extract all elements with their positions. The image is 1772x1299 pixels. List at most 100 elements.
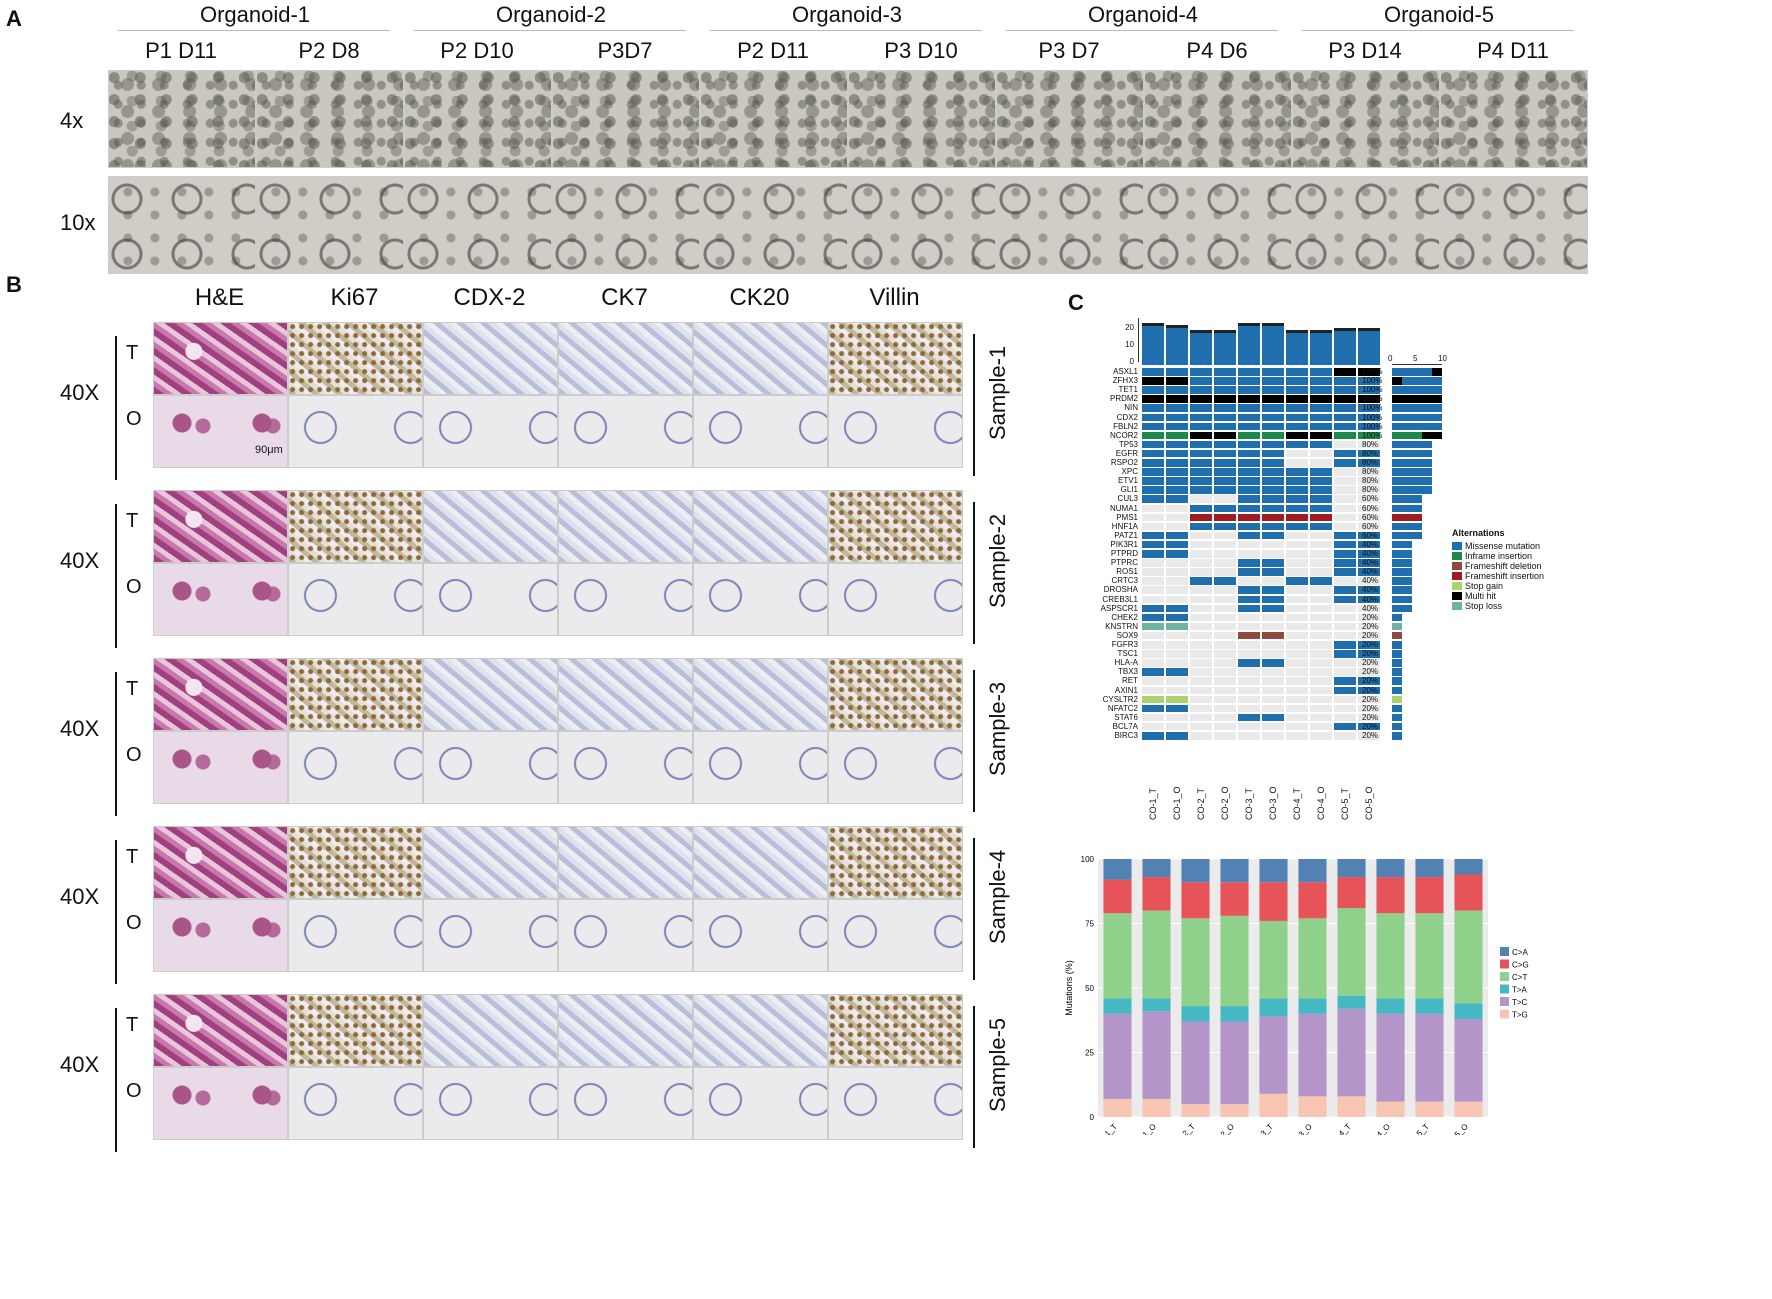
tmb-bar bbox=[1214, 330, 1236, 365]
mutation-cell bbox=[1358, 531, 1380, 540]
x-tick-label: CO-2_T bbox=[1170, 1122, 1197, 1135]
gene-label: GLI1 bbox=[1120, 485, 1138, 495]
stack-segment-T>C bbox=[1142, 1011, 1171, 1099]
mutation-cell bbox=[1190, 577, 1212, 585]
micrograph-4x bbox=[404, 70, 552, 168]
legend-label: C>T bbox=[1512, 973, 1527, 982]
mutation-cell bbox=[1166, 422, 1188, 431]
bracket-line bbox=[115, 672, 117, 816]
organoid-section-2 bbox=[423, 731, 558, 804]
mutation-cell bbox=[1166, 368, 1188, 376]
mutation-cell bbox=[1238, 431, 1260, 440]
mutation-cell bbox=[1238, 595, 1260, 604]
organoid-label: O bbox=[126, 912, 142, 934]
mutation-cell bbox=[1262, 413, 1284, 422]
tmb-tick-label: 10 bbox=[1125, 340, 1134, 350]
tumor-section-1 bbox=[288, 826, 423, 899]
mutation-cell bbox=[1166, 559, 1188, 567]
mutation-cell bbox=[1214, 386, 1236, 394]
mutation-cell bbox=[1190, 413, 1212, 422]
passage-label: P2 D8 bbox=[298, 38, 360, 63]
mutation-cell bbox=[1286, 513, 1308, 522]
frequency-bar bbox=[1392, 677, 1402, 685]
mutation-cell bbox=[1310, 513, 1332, 522]
frequency-bar bbox=[1392, 577, 1412, 585]
sample-bracket bbox=[973, 838, 975, 980]
stack-segment-T>A bbox=[1142, 998, 1171, 1012]
mutation-cell bbox=[1286, 440, 1308, 449]
gene-frequency: 20% bbox=[1362, 612, 1379, 622]
stack-segment-T>C bbox=[1298, 1013, 1327, 1097]
passage-label: P3 D7 bbox=[1038, 38, 1100, 63]
mutation-cell bbox=[1190, 504, 1212, 513]
mutation-cell bbox=[1310, 413, 1332, 422]
organoid-label: O bbox=[126, 576, 142, 598]
x-tick-label: CO-5_T bbox=[1404, 1122, 1431, 1135]
frequency-bar bbox=[1392, 395, 1442, 403]
mutation-cell bbox=[1334, 686, 1356, 695]
tmb-tick-label: 20 bbox=[1125, 323, 1134, 333]
gene-frequency: 80% bbox=[1362, 485, 1379, 495]
stack-segment-C>A bbox=[1337, 859, 1366, 878]
mutation-cell bbox=[1166, 686, 1188, 695]
mutation-cell bbox=[1214, 531, 1236, 540]
stack-segment-T>G bbox=[1298, 1096, 1327, 1117]
mutation-cell bbox=[1238, 622, 1260, 631]
sample-name: CO-1_O bbox=[1172, 786, 1182, 820]
mutation-cell bbox=[1358, 386, 1380, 394]
micrograph-4x bbox=[552, 70, 700, 168]
tmb-axis bbox=[1138, 318, 1139, 362]
mutation-cell bbox=[1214, 504, 1236, 513]
micrograph-10x bbox=[848, 176, 996, 274]
mutation-cell bbox=[1262, 386, 1284, 394]
legend-item: Stop loss bbox=[1452, 601, 1502, 611]
stack-segment-C>T bbox=[1298, 918, 1327, 999]
x-tick-label: CO-4_T bbox=[1326, 1122, 1353, 1135]
stack-segment-T>C bbox=[1376, 1013, 1405, 1102]
mutation-cell bbox=[1310, 704, 1332, 713]
mutation-cell bbox=[1166, 431, 1188, 440]
legend-item: Missense mutation bbox=[1452, 541, 1540, 551]
legend-swatch bbox=[1500, 972, 1509, 981]
stack-segment-T>A bbox=[1181, 1006, 1210, 1022]
tumor-section-0 bbox=[153, 994, 288, 1067]
mutation-cell bbox=[1358, 686, 1380, 695]
organoid-section-0 bbox=[153, 395, 288, 468]
stack-segment-C>A bbox=[1181, 859, 1210, 883]
mutation-cell bbox=[1286, 641, 1308, 649]
mutation-cell bbox=[1358, 513, 1380, 522]
organoid-group-label: Organoid-1 bbox=[199, 2, 311, 27]
gene-label: CYSLTR2 bbox=[1102, 694, 1138, 704]
mutation-cell bbox=[1334, 722, 1356, 731]
mutation-cell bbox=[1238, 586, 1260, 594]
mutation-cell bbox=[1310, 395, 1332, 403]
mutation-cell bbox=[1310, 431, 1332, 440]
mutation-cell bbox=[1142, 586, 1164, 594]
gene-label: PATZ1 bbox=[1114, 530, 1138, 540]
mutation-cell bbox=[1214, 395, 1236, 403]
tmb-bar bbox=[1262, 323, 1284, 365]
mutation-cell bbox=[1238, 577, 1260, 585]
stack-segment-T>G bbox=[1259, 1093, 1288, 1117]
legend-label: Stop gain bbox=[1465, 581, 1504, 591]
gene-label: ZFHX3 bbox=[1112, 376, 1138, 386]
gene-label: AXIN1 bbox=[1114, 685, 1138, 695]
gene-frequency: 20% bbox=[1362, 649, 1379, 659]
gene-frequency: 20% bbox=[1362, 685, 1379, 695]
stack-segment-C>T bbox=[1142, 910, 1171, 999]
organoid-section-2 bbox=[423, 563, 558, 636]
tmb-bar bbox=[1286, 330, 1308, 365]
y-tick-label: 25 bbox=[1085, 1049, 1094, 1058]
mutation-cell bbox=[1310, 486, 1332, 494]
mutation-cell bbox=[1238, 568, 1260, 576]
frequency-bar bbox=[1392, 586, 1412, 594]
mutation-cell bbox=[1190, 449, 1212, 458]
mutation-cell bbox=[1262, 650, 1284, 658]
tumor-section-0 bbox=[153, 658, 288, 731]
mutation-cell bbox=[1334, 368, 1356, 376]
frequency-bar bbox=[1392, 477, 1432, 485]
mutation-cell bbox=[1310, 559, 1332, 567]
mutation-cell bbox=[1286, 568, 1308, 576]
sample-name: CO-2_O bbox=[1220, 786, 1230, 820]
frequency-bar bbox=[1392, 495, 1422, 503]
